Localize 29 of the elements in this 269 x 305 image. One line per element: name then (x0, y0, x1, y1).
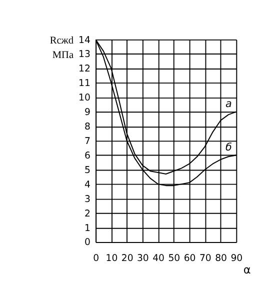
x-tick-label: 40 (152, 253, 165, 264)
x-tick-label: 90 (230, 253, 243, 264)
y-tick-label: 6 (84, 150, 90, 162)
x-tick-label: 10 (106, 253, 118, 264)
series-label: а (226, 98, 232, 110)
y-tick-label: 2 (84, 208, 90, 220)
y-tick-label: 14 (78, 34, 90, 46)
y-tick-label: 1 (84, 222, 90, 234)
y-tick-label: 11 (78, 78, 90, 90)
y-tick-label: 0 (84, 237, 90, 248)
x-axis-title: α (243, 263, 251, 276)
x-tick-label: 30 (136, 253, 149, 264)
y-tick-label: 9 (84, 107, 90, 118)
x-tick-label: 70 (199, 253, 212, 264)
y-axis-title: Rсжd МПа (50, 36, 74, 61)
x-tick-label: 50 (168, 253, 180, 264)
y-tick-label: 12 (78, 64, 90, 75)
y-tick-label: 4 (84, 179, 90, 190)
y-tick-label: 7 (84, 136, 90, 147)
y-tick-label: 3 (84, 194, 90, 205)
y-tick-label: 5 (84, 164, 90, 176)
x-tick-label: 0 (93, 253, 100, 264)
y-tick-label: 13 (78, 49, 90, 60)
y-tick-label: 8 (84, 122, 90, 133)
x-tick-label: 20 (121, 253, 134, 264)
x-tick-label: 60 (184, 253, 196, 264)
series-label: б (226, 141, 233, 154)
x-tick-label: 80 (215, 253, 228, 264)
y-tick-label: 10 (78, 92, 90, 104)
